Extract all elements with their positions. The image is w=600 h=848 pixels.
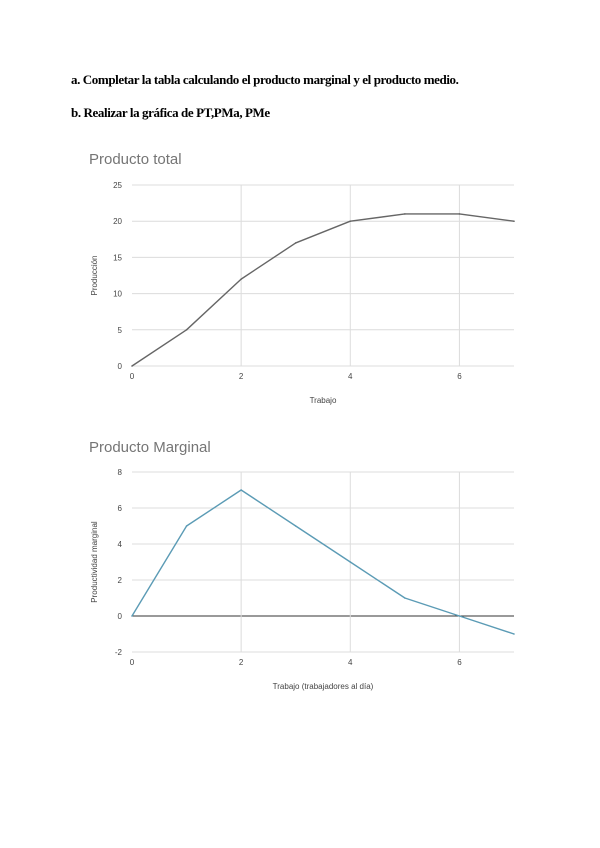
x-tick-label: 2 [239,372,244,381]
y-tick-label: 5 [118,326,123,335]
y-tick-label: 10 [113,290,122,299]
data-point [404,213,406,215]
y-tick-label: 25 [113,181,122,190]
instruction-a: a. Completar la tabla calculando el prod… [71,72,459,87]
data-point [404,597,406,599]
y-tick-label: 15 [113,253,122,262]
y-axis-title: Productividad marginal [90,521,99,603]
y-tick-label: 20 [113,217,122,226]
data-point [349,561,352,563]
series-line [131,213,515,367]
y-tick-label: -2 [115,648,123,657]
y-axis-title: Producción [90,255,99,295]
data-point [240,278,242,280]
data-point [131,365,133,367]
x-tick-label: 0 [130,372,135,381]
y-tick-label: 6 [118,504,123,513]
instruction-b: b. Realizar la gráfica de PT,PMa, PMe [71,105,270,120]
data-point [513,220,515,222]
data-point [294,242,297,244]
x-tick-label: 0 [130,658,135,667]
data-point [458,213,461,215]
marginal-product-chart: -2 0 2 4 6 8 0 2 4 6 Trabajo (trabajadores al día)… [90,468,515,691]
data-point [131,615,133,617]
x-axis-title: Trabajo (trabajadores al día) [273,682,374,691]
y-tick-label: 0 [118,612,123,621]
x-axis-title: Trabajo [310,396,337,405]
chart-title-total: Producto total [89,151,182,168]
data-point [185,329,188,331]
chart-title-marginal: Producto Marginal [89,439,211,456]
data-point [349,220,352,222]
data-point [240,489,242,491]
data-point [185,525,188,527]
y-tick-label: 8 [118,468,123,477]
data-point [294,525,297,527]
x-tick-label: 6 [457,372,462,381]
data-point [458,615,461,617]
y-tick-label: 4 [118,540,123,549]
y-tick-label: 0 [118,362,123,371]
series-line [131,489,515,635]
y-tick-label: 2 [118,576,123,585]
data-point [513,633,515,635]
x-tick-label: 2 [239,658,244,667]
x-tick-label: 4 [348,658,353,667]
x-tick-label: 4 [348,372,353,381]
total-product-chart: 0 5 10 15 20 25 0 2 4 6 Trabajo Producción [90,181,515,405]
x-tick-label: 6 [457,658,462,667]
